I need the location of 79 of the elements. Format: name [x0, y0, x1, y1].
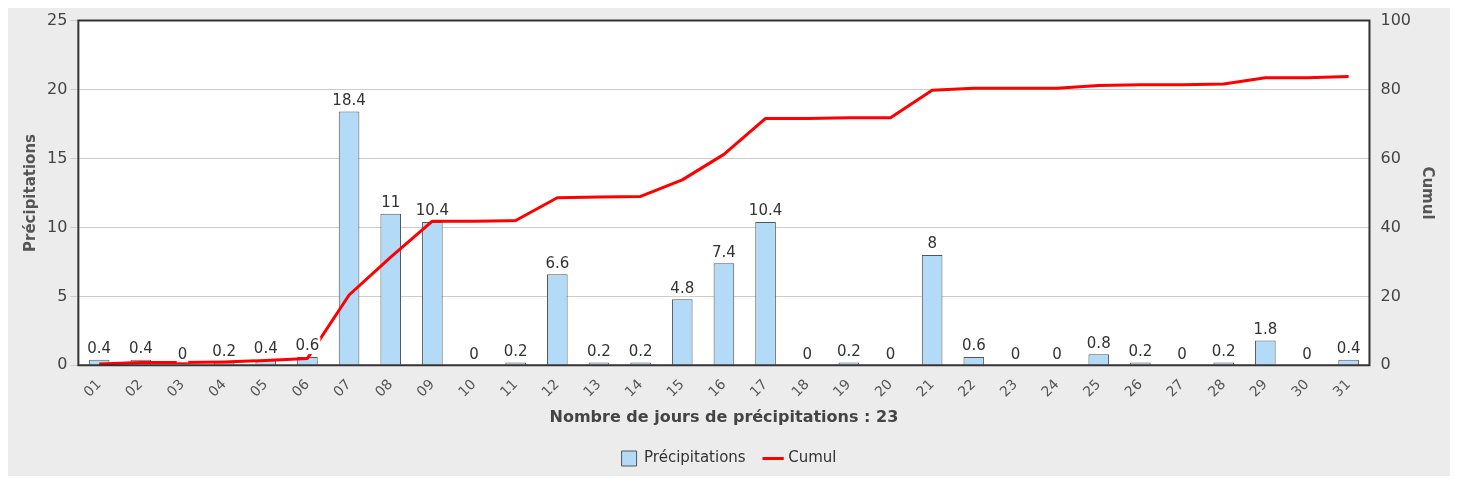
x-tick-label: 04	[204, 375, 229, 400]
x-tick-label: 10	[454, 375, 479, 400]
x-tick-label: 23	[996, 375, 1021, 400]
data-label: 0	[1177, 344, 1187, 363]
data-label: 0.4	[1336, 339, 1361, 358]
x-tick-label: 07	[329, 375, 354, 400]
x-tick-label: 14	[621, 375, 646, 400]
data-label: 0.8	[1086, 333, 1111, 352]
x-tick-label: 06	[288, 375, 313, 400]
data-label: 11	[381, 193, 401, 212]
x-tick-label: 17	[746, 375, 771, 400]
data-label: 0.4	[87, 339, 112, 358]
data-label: 0.2	[628, 341, 653, 360]
y-tick-label: 15	[47, 147, 68, 167]
y2-axis-title: Cumul	[1419, 166, 1438, 220]
data-label: 0	[885, 344, 896, 363]
data-label: 10.4	[415, 201, 450, 220]
y2-tick-label: 40	[1380, 216, 1401, 236]
y-axis-title: Précipitations	[20, 133, 39, 252]
x-tick-label: 09	[413, 375, 438, 400]
x-tick-label: 16	[704, 375, 729, 400]
x-tick-label: 13	[579, 375, 604, 400]
data-label: 0	[177, 344, 188, 363]
data-label: 10.4	[748, 201, 783, 220]
legend-label: Précipitations	[644, 448, 746, 467]
x-tick-label: 02	[121, 375, 146, 400]
x-tick-label: 24	[1037, 375, 1062, 400]
data-label: 6.6	[545, 253, 570, 272]
y-tick-label: 5	[57, 285, 68, 305]
data-label: 0.4	[128, 339, 153, 358]
x-tick-label: 22	[954, 375, 979, 400]
x-tick-label: 26	[1121, 375, 1146, 400]
legend-label: Cumul	[788, 448, 837, 467]
data-label: 0.4	[253, 339, 278, 358]
data-label: 8	[927, 234, 937, 253]
x-axis-title: Nombre de jours de précipitations : 23	[549, 406, 899, 426]
y2-tick-label: 80	[1380, 78, 1401, 98]
x-tick-label: 01	[79, 375, 104, 400]
x-tick-label: 28	[1204, 375, 1229, 400]
y-tick-label: 0	[57, 354, 68, 374]
data-label: 0.6	[961, 336, 986, 355]
y2-tick-label: 100	[1380, 9, 1412, 29]
data-label: 0	[1010, 344, 1021, 363]
data-label: 7.4	[711, 242, 736, 261]
data-label: 0	[1302, 344, 1312, 363]
data-label: 0.2	[212, 341, 237, 360]
y-tick-label: 20	[47, 78, 68, 98]
data-label: 4.8	[670, 278, 695, 297]
data-label: 0.2	[587, 341, 611, 360]
x-tick-label: 15	[663, 375, 687, 400]
x-tick-label: 30	[1287, 375, 1312, 400]
y-tick-label: 25	[47, 9, 68, 29]
x-tick-label: 03	[163, 375, 188, 400]
data-label: 1.8	[1253, 319, 1278, 338]
data-label: 0.2	[1128, 341, 1153, 360]
x-tick-label: 25	[1079, 375, 1104, 400]
x-tick-label: 05	[246, 375, 271, 400]
data-label: 0	[802, 344, 812, 363]
data-label: 0.2	[836, 341, 861, 360]
x-tick-label: 29	[1246, 375, 1271, 400]
x-tick-label: 12	[538, 375, 563, 400]
data-label: 0	[469, 344, 479, 363]
data-label: 0.2	[503, 341, 528, 360]
data-label: 18.4	[332, 91, 366, 109]
y-tick-label: 10	[47, 216, 68, 236]
x-tick-label: 19	[829, 375, 854, 400]
x-tick-label: 11	[496, 375, 521, 400]
y2-tick-label: 20	[1380, 285, 1401, 305]
data-label: 0.2	[1211, 341, 1236, 360]
x-tick-label: 31	[1329, 375, 1354, 400]
data-label: 0.6	[295, 336, 320, 355]
y2-tick-label: 0	[1380, 354, 1391, 374]
x-tick-label: 20	[871, 375, 896, 400]
x-tick-label: 21	[912, 375, 937, 400]
x-tick-label: 27	[1162, 375, 1187, 400]
data-label: 0	[1052, 344, 1062, 363]
x-tick-label: 08	[371, 375, 396, 400]
x-tick-label: 18	[787, 375, 812, 400]
y2-tick-label: 60	[1380, 147, 1401, 167]
